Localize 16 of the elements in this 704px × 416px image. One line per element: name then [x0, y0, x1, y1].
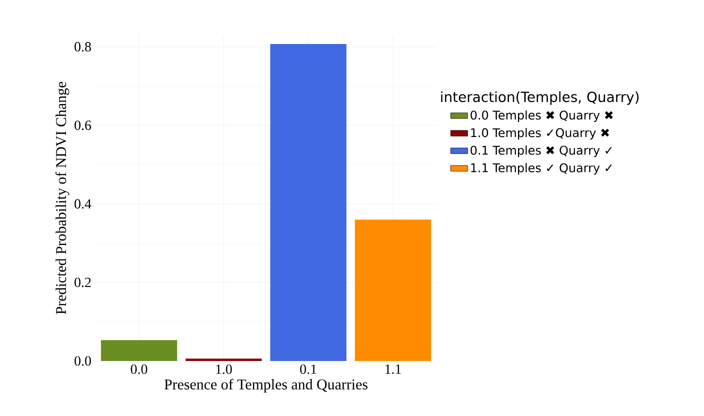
- x-tick-label: 0.1: [300, 364, 316, 374]
- x-tick-label: 0.0: [130, 364, 148, 374]
- y-tick-label: 0.0: [74, 356, 91, 366]
- y-tick-label: 0.4: [74, 199, 92, 209]
- legend-title: interaction(Temples, Quarry): [441, 91, 639, 105]
- legend-label: 1.1 Temples ✓ Quarry ✓: [471, 163, 612, 175]
- x-tick-label: 1.1: [385, 364, 401, 374]
- x-axis-title: Presence of Temples and Quarries: [164, 378, 368, 393]
- legend-label: 0.0 Temples ✖ Quarry ✖: [470, 110, 613, 122]
- y-tick-label: 0.8: [74, 42, 91, 52]
- y-axis-title: Predicted Probability of NDVI Change: [55, 82, 70, 314]
- legend-label: 0.1 Temples ✖ Quarry ✓: [470, 146, 612, 158]
- y-tick-label: 0.2: [74, 278, 91, 288]
- x-tick-label: 1.0: [216, 364, 232, 374]
- y-tick-label: 0.6: [74, 120, 92, 130]
- legend-label: 1.0 Temples ✓Quarry ✖: [471, 128, 610, 140]
